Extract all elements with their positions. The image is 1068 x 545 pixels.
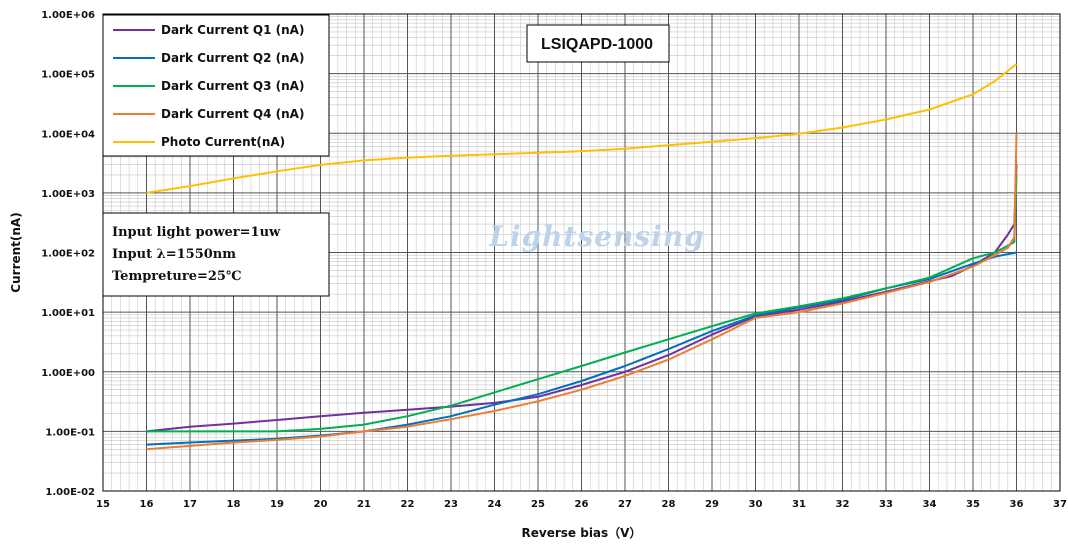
y-tick-label: 1.00E+01 bbox=[41, 308, 95, 319]
x-tick-label: 35 bbox=[966, 499, 980, 510]
x-tick-label: 21 bbox=[357, 499, 371, 510]
x-tick-label: 32 bbox=[836, 499, 850, 510]
legend-entry: Dark Current Q4 (nA) bbox=[161, 107, 304, 121]
series-layer bbox=[146, 63, 1018, 451]
x-tick-label: 37 bbox=[1053, 499, 1067, 510]
conditions-box: Input light power=1uw Input λ=1550nm Tem… bbox=[102, 212, 330, 297]
x-tick-label: 33 bbox=[879, 499, 893, 510]
x-axis-ticks: 15 16 17 18 19 20 21 22 23 24 25 26 27 28 29 30 31 32 33 34… bbox=[96, 499, 1067, 510]
model-label: LSIQAPD-1000 bbox=[541, 36, 653, 53]
x-tick-label: 20 bbox=[314, 499, 328, 510]
condition-temperature: Tempreture=25℃ bbox=[112, 269, 242, 284]
x-tick-label: 29 bbox=[705, 499, 719, 510]
x-tick-label: 24 bbox=[488, 499, 502, 510]
y-tick-label: 1.00E+02 bbox=[41, 249, 95, 260]
x-tick-label: 23 bbox=[444, 499, 458, 510]
x-tick-label: 16 bbox=[140, 499, 154, 510]
model-label-box: LSIQAPD-1000 bbox=[526, 24, 670, 63]
legend-items: Dark Current Q1 (nA) Dark Current Q2 (nA)… bbox=[113, 23, 304, 149]
y-tick-label: 1.00E+00 bbox=[41, 368, 95, 379]
series-line-4 bbox=[146, 133, 1018, 451]
x-tick-label: 34 bbox=[923, 499, 937, 510]
legend-entry: Photo Current(nA) bbox=[161, 135, 285, 149]
x-tick-label: 31 bbox=[792, 499, 806, 510]
y-axis-ticks: 1.00E-02 1.00E-01 1.00E+00 1.00E+01 1.00E+02… bbox=[41, 10, 95, 498]
x-tick-label: 26 bbox=[575, 499, 589, 510]
x-axis-title: Reverse bias（V） bbox=[522, 525, 642, 540]
legend-entry: Dark Current Q2 (nA) bbox=[161, 51, 304, 65]
y-tick-label: 1.00E+05 bbox=[41, 70, 95, 81]
y-tick-label: 1.00E+04 bbox=[41, 129, 95, 140]
x-tick-label: 17 bbox=[183, 499, 197, 510]
watermark: Lightsensing bbox=[488, 220, 704, 253]
model-label-frame bbox=[526, 24, 670, 63]
x-tick-label: 15 bbox=[96, 499, 110, 510]
x-tick-label: 25 bbox=[531, 499, 545, 510]
condition-light-power: Input light power=1uw bbox=[112, 225, 281, 240]
y-axis-title: Current(nA) bbox=[9, 212, 23, 292]
conditions-frame bbox=[102, 212, 330, 297]
x-tick-label: 36 bbox=[1010, 499, 1024, 510]
y-tick-label: 1.00E-01 bbox=[45, 427, 95, 438]
y-tick-label: 1.00E+03 bbox=[41, 189, 95, 200]
series-line-3 bbox=[146, 174, 1018, 433]
x-tick-label: 28 bbox=[662, 499, 676, 510]
y-tick-label: 1.00E+06 bbox=[41, 10, 95, 21]
x-tick-label: 22 bbox=[401, 499, 415, 510]
legend-entry: Dark Current Q3 (nA) bbox=[161, 79, 304, 93]
series-line-5 bbox=[146, 63, 1018, 194]
condition-wavelength: Input λ=1550nm bbox=[112, 247, 236, 262]
x-tick-label: 18 bbox=[227, 499, 241, 510]
y-tick-label: 1.00E-02 bbox=[45, 487, 95, 498]
legend-entry: Dark Current Q1 (nA) bbox=[161, 23, 304, 37]
x-tick-label: 19 bbox=[270, 499, 284, 510]
x-tick-label: 27 bbox=[618, 499, 632, 510]
x-tick-label: 30 bbox=[749, 499, 763, 510]
legend: Dark Current Q1 (nA) Dark Current Q2 (nA)… bbox=[102, 14, 330, 157]
